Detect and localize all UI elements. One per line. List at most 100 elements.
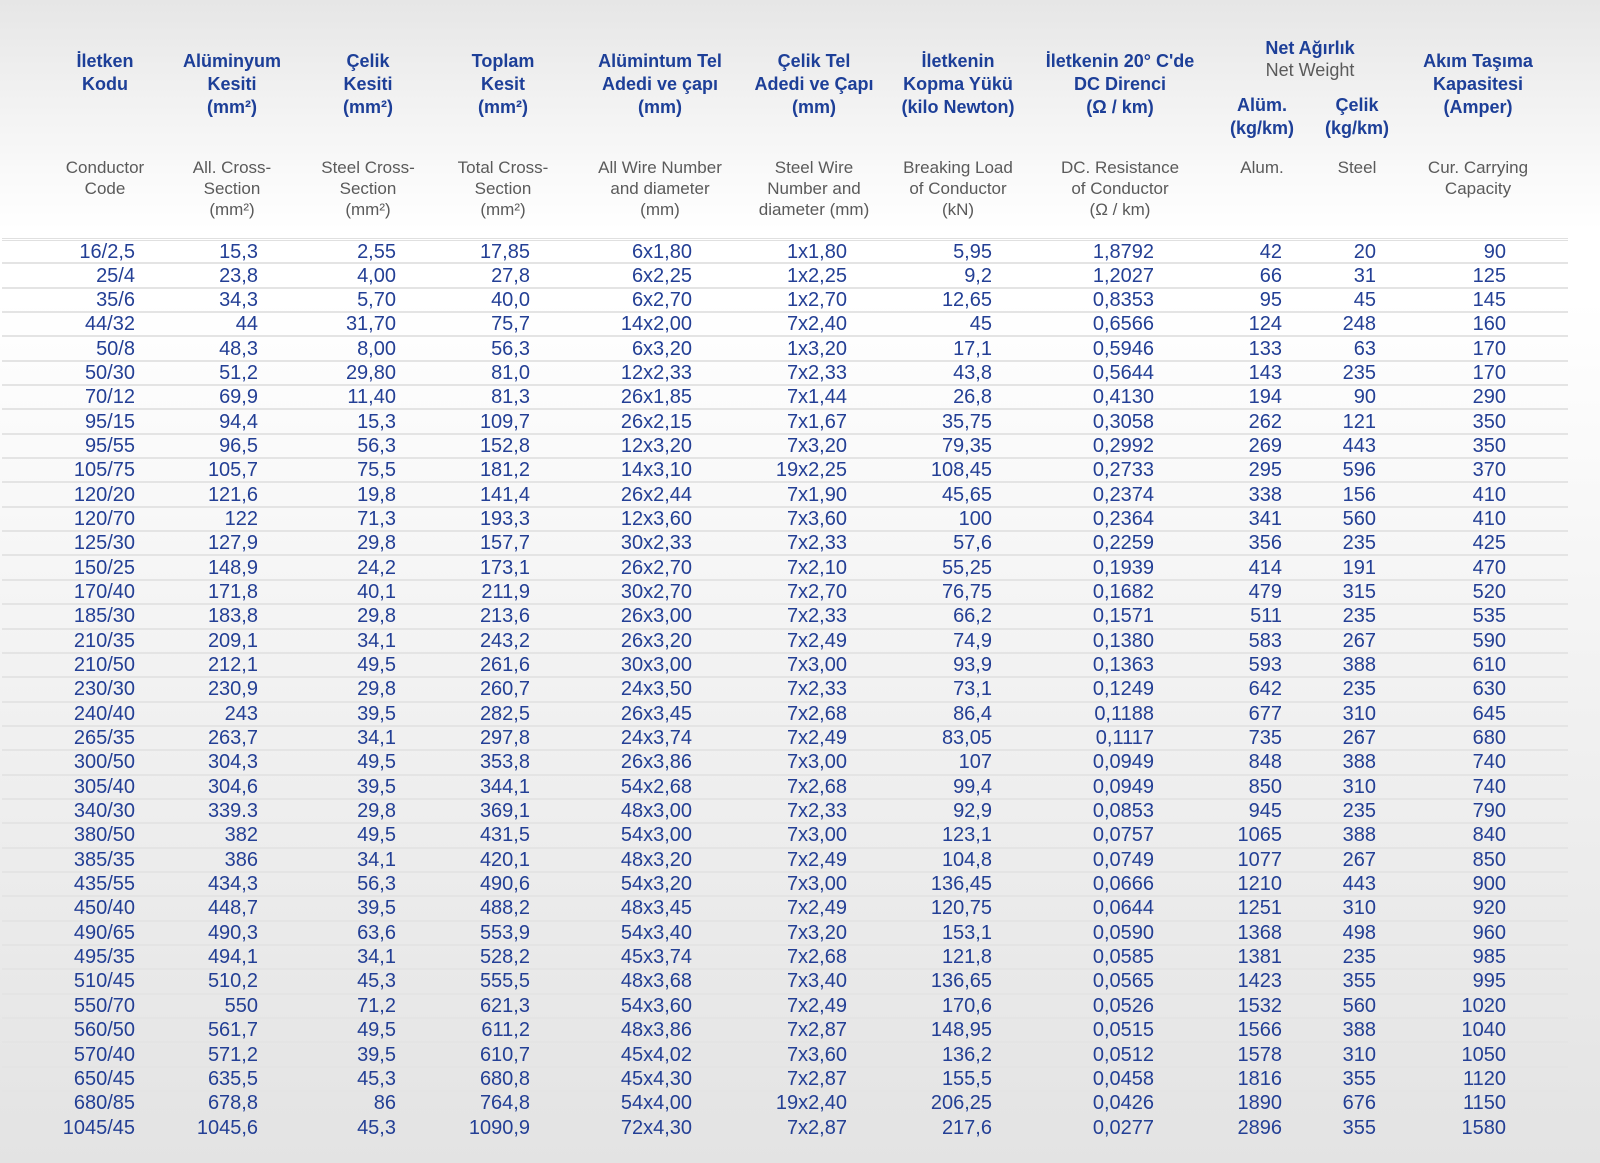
cell-dc-resistance: 0,0949 [1092,751,1154,774]
cell-conductor-code: 210/50 [73,654,135,677]
table-row: 150/25 148,9 24,2 173,1 26x2,70 7x2,10 55,25 0,… [2,556,1568,581]
table-row: 650/45 635,5 45,3 680,8 45x4,30 7x2,87 155,5 0,… [2,1067,1568,1093]
cell-breaking-load: 100 [958,507,992,530]
cell-dc-resistance: 0,1117 [1095,727,1154,750]
table-row: 550/70 550 71,2 621,3 54x3,60 7x2,49 170,6 0,05… [2,995,1568,1019]
header-conductor-code-tr-line: Kodu [82,74,128,94]
cell-dc-resistance: 0,1682 [1092,580,1154,603]
cell-total-section: 157,7 [479,532,530,555]
cell-dc-resistance: 0,2364 [1092,507,1154,530]
cell-breaking-load: 217,6 [941,1116,992,1139]
cell-alum-weight: 42 [1259,241,1282,263]
cell-aluminium-wire: 54x3,20 [620,873,692,896]
cell-steel-weight: 90 [1353,386,1376,409]
table-row: 125/30 127,9 29,8 157,7 30x2,33 7x2,33 57,6 0,2… [2,532,1568,557]
cell-total-section: 680,8 [479,1067,530,1090]
cell-steel-wire: 19x2,40 [775,1092,847,1115]
header-conductor-code-en-line: Code [84,179,126,198]
header-breaking-load-en-line: of Conductor [909,179,1007,198]
cell-aluminium-wire: 26x3,20 [620,629,692,652]
cell-dc-resistance: 0,0757 [1092,824,1154,847]
header-steel-wire: Çelik Tel Adedi ve Çapı (mm) [754,50,873,119]
cell-steel-weight: 315 [1342,580,1376,603]
cell-steel-section: 29,8 [357,605,396,628]
cell-conductor-code: 490/65 [73,921,135,944]
cell-steel-section: 29,8 [357,532,396,555]
cell-breaking-load: 121,8 [941,946,992,969]
cell-total-section: 109,7 [479,410,530,433]
cell-aluminium-wire: 26x3,86 [620,751,692,774]
header-breaking-load-en-line: Breaking Load [903,158,1013,177]
cell-alum-weight: 133 [1248,337,1282,360]
cell-steel-weight: 20 [1353,241,1376,263]
cell-steel-wire: 7x2,49 [786,994,847,1017]
cell-conductor-code: 120/70 [73,507,135,530]
header-aluminium-section-en-line: Section [203,179,261,198]
cell-steel-wire: 7x2,33 [786,361,847,384]
cell-aluminium-wire: 45x3,74 [620,946,692,969]
cell-alum-weight: 1251 [1237,897,1283,920]
cell-conductor-code: 35/6 [96,288,135,311]
cell-total-section: 40,0 [491,288,530,311]
cell-alum-weight: 1890 [1237,1092,1283,1115]
cell-alum-weight: 356 [1248,532,1282,555]
cell-breaking-load: 26,8 [953,386,992,409]
cell-alum-weight: 1423 [1237,970,1283,993]
cell-alum-weight: 850 [1248,775,1282,798]
cell-conductor-code: 340/30 [73,800,135,823]
table-row: 380/50 382 49,5 431,5 54x3,00 7x3,00 123,1 0,07… [2,824,1568,849]
cell-steel-wire: 7x2,40 [786,313,847,336]
header-aluminium-wire-tr-line: Alümintum Tel [598,51,722,71]
header-total-section-tr-line: Toplam [471,51,535,71]
cell-alum-weight: 269 [1248,434,1282,457]
cell-current-capacity: 985 [1472,946,1506,969]
table-row: 105/75 105,7 75,5 181,2 14x3,10 19x2,25 108,45… [2,459,1568,484]
cell-steel-weight: 388 [1342,824,1376,847]
cell-current-capacity: 1120 [1462,1067,1506,1090]
cell-aluminium-section: 571,2 [207,1043,258,1066]
cell-total-section: 213,6 [479,605,530,628]
cell-steel-wire: 7x2,49 [786,848,847,871]
cell-aluminium-wire: 54x3,60 [620,994,692,1017]
cell-steel-wire: 7x2,68 [786,946,847,969]
cell-steel-wire: 7x2,33 [786,678,847,701]
cell-current-capacity: 850 [1472,848,1506,871]
cell-aluminium-wire: 24x3,74 [620,727,692,750]
cell-breaking-load: 92,9 [953,800,992,823]
header-aluminium-section-tr-line: Kesiti [207,74,257,94]
cell-steel-section: 45,3 [357,1067,396,1090]
header-steel-weight-tr-line: Çelik [1335,95,1379,115]
cell-current-capacity: 370 [1472,459,1506,482]
cell-conductor-code: 210/35 [73,629,135,652]
cell-current-capacity: 425 [1472,532,1506,555]
cell-steel-weight: 310 [1342,897,1376,920]
cell-conductor-code: 240/40 [73,702,135,725]
cell-steel-weight: 388 [1342,1019,1376,1042]
cell-dc-resistance: 0,1363 [1092,654,1154,677]
cell-steel-wire: 7x2,33 [786,532,847,555]
cell-breaking-load: 45 [969,313,992,336]
cell-steel-wire: 7x3,60 [786,1043,847,1066]
table-row: 70/12 69,9 11,40 81,3 26x1,85 7x1,44 26,8 0,413… [2,386,1568,411]
header-steel-wire-tr-line: Çelik Tel [777,51,851,71]
cell-dc-resistance: 0,6566 [1092,313,1154,336]
cell-dc-resistance: 0,8353 [1092,288,1154,311]
cell-conductor-code: 170/40 [73,580,135,603]
cell-total-section: 431,5 [479,824,530,847]
cell-aluminium-wire: 45x4,30 [620,1067,692,1090]
cell-breaking-load: 99,4 [953,775,992,798]
cell-conductor-code: 50/8 [96,337,135,360]
net-weight-title-tr: Net Ağırlık [1265,38,1355,58]
cell-dc-resistance: 0,1571 [1092,605,1154,628]
cell-steel-weight: 560 [1342,994,1376,1017]
cell-aluminium-section: 183,8 [207,605,258,628]
cell-aluminium-section: 96,5 [219,434,258,457]
cell-alum-weight: 1816 [1237,1067,1283,1090]
cell-current-capacity: 170 [1472,361,1506,384]
cell-steel-section: 63,6 [357,921,396,944]
cell-dc-resistance: 0,0585 [1092,946,1154,969]
cell-aluminium-section: 94,4 [219,410,258,433]
cell-steel-section: 8,00 [357,337,396,360]
cell-aluminium-section: 490,3 [207,921,258,944]
cell-current-capacity: 590 [1472,629,1506,652]
